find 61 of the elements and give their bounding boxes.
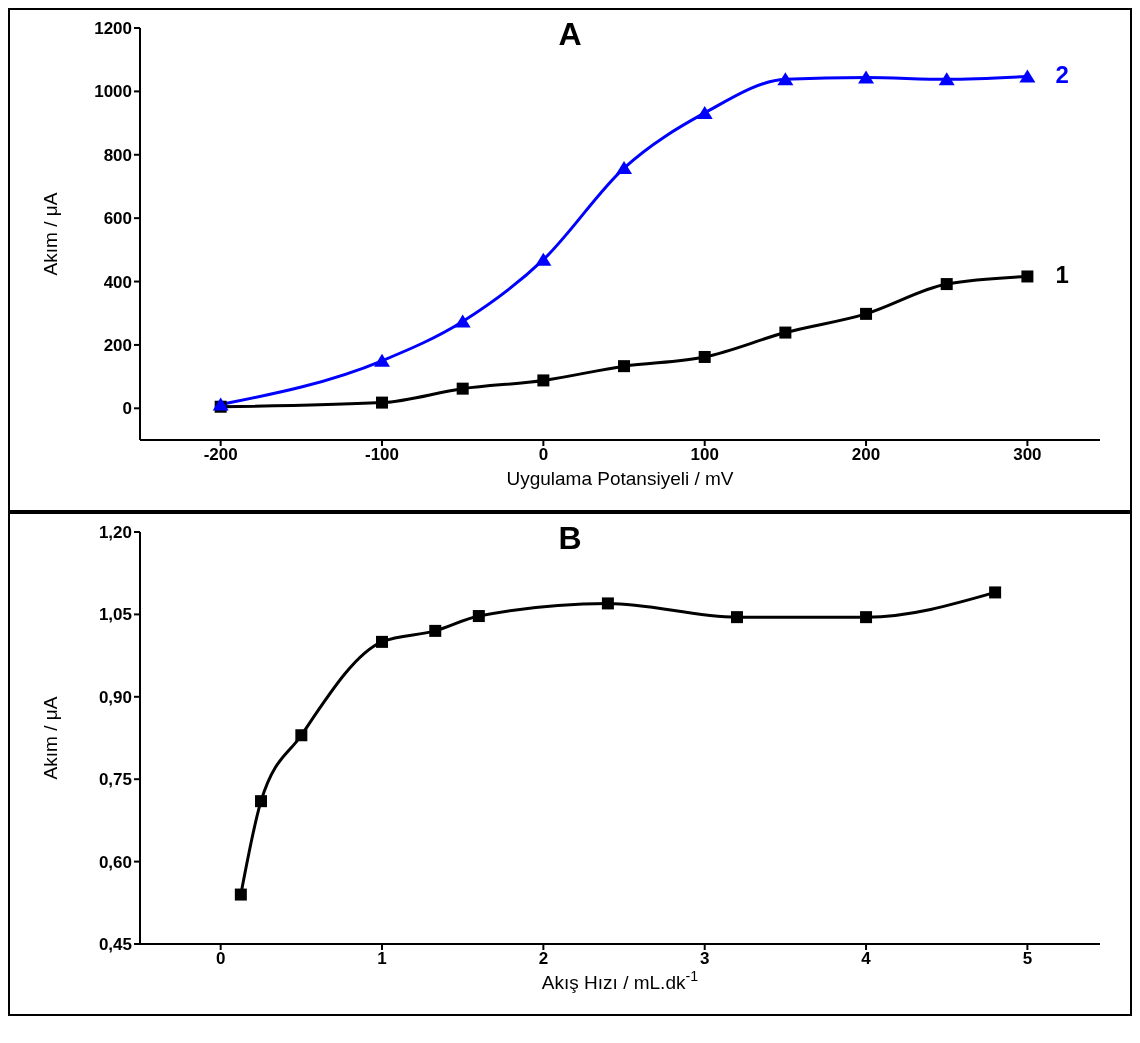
x-tick-label: 100 — [690, 445, 719, 465]
point — [472, 610, 485, 623]
point — [989, 586, 1002, 599]
x-tick-label: 200 — [851, 445, 881, 465]
point — [940, 278, 953, 291]
point — [376, 635, 389, 648]
point — [255, 795, 268, 808]
y-tick-label: 400 — [103, 272, 132, 292]
point — [456, 382, 469, 395]
point — [454, 314, 471, 328]
y-tick-label: 1000 — [94, 82, 132, 102]
x-tick-label: 3 — [699, 949, 710, 969]
point — [1021, 270, 1034, 283]
y-tick-label: 1,20 — [98, 523, 132, 543]
x-tick-label: 4 — [861, 949, 872, 969]
x-tick-label: 0 — [538, 445, 549, 465]
series-label: 2 — [1055, 61, 1069, 89]
point — [858, 70, 875, 84]
y-tick-label: 800 — [103, 145, 132, 165]
point — [429, 624, 442, 637]
point — [535, 252, 552, 266]
point — [779, 326, 792, 339]
y-tick-label: 200 — [103, 335, 132, 355]
point — [618, 360, 631, 373]
y-tick-label: 0,60 — [98, 852, 132, 872]
x-tick-label: -100 — [365, 445, 400, 465]
y-tick-label: 0,75 — [98, 770, 132, 790]
point — [601, 597, 614, 610]
x-tick-label: 1 — [377, 949, 387, 969]
point — [777, 72, 794, 86]
point — [696, 105, 713, 119]
chart-title: A — [558, 16, 582, 52]
point — [860, 611, 873, 624]
y-tick-label: 600 — [103, 209, 132, 229]
point — [234, 888, 247, 901]
y-tick-label: 1,05 — [98, 605, 132, 625]
chart-title: B — [558, 520, 582, 556]
point — [938, 72, 955, 86]
point — [374, 353, 391, 367]
y-tick-label: 0,90 — [98, 687, 132, 707]
point — [730, 611, 743, 624]
x-tick-label: 2 — [538, 949, 549, 969]
y-axis-title: Akım / μA — [39, 192, 61, 276]
point — [860, 307, 873, 320]
series-label: 1 — [1055, 261, 1069, 289]
y-axis-title: Akım / μA — [39, 696, 61, 780]
y-tick-label: 0,45 — [98, 935, 132, 955]
x-axis-title: Uygulama Potansiyeli / mV — [506, 468, 734, 489]
x-tick-label: 0 — [215, 949, 226, 969]
point — [376, 396, 389, 409]
y-tick-label: 1200 — [94, 19, 132, 39]
point — [537, 374, 550, 387]
x-axis-title: Akış Hızı / mL.dk$^{-1}$ — [541, 968, 699, 993]
point — [1019, 69, 1036, 83]
x-tick-label: -200 — [203, 445, 238, 465]
point — [616, 161, 633, 175]
x-tick-label: 300 — [1013, 445, 1042, 465]
y-tick-label: 0 — [122, 399, 132, 419]
point — [295, 729, 308, 742]
x-tick-label: 5 — [1022, 949, 1033, 969]
point — [698, 350, 711, 363]
